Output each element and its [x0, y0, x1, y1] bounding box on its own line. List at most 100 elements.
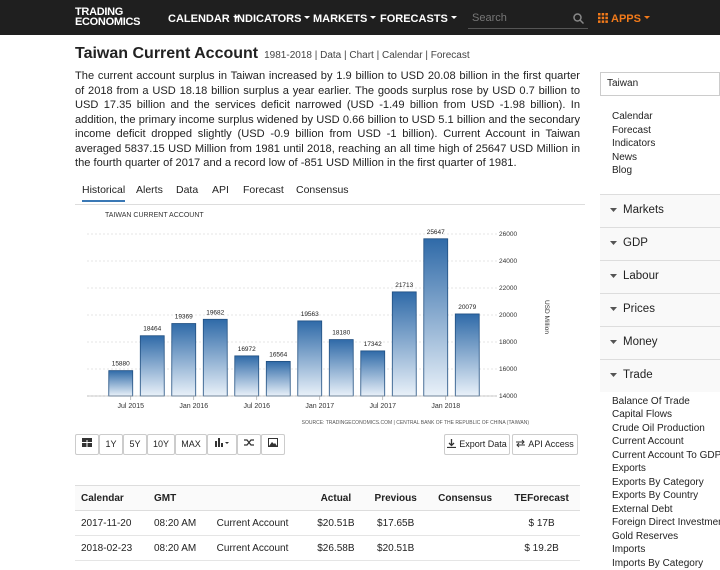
table-header-cell: Calendar: [75, 486, 148, 511]
trade-link[interactable]: External Debt: [612, 503, 720, 517]
sidebar-link[interactable]: Forecast: [612, 124, 720, 138]
range-button[interactable]: MAX: [175, 434, 207, 455]
menu-item[interactable]: INDICATORS: [234, 13, 311, 25]
menu-item[interactable]: CALENDAR: [168, 13, 240, 25]
x-tick-label: Jan 2016: [179, 403, 208, 410]
search-box[interactable]: Search: [468, 9, 588, 29]
x-tick-label: Jan 2018: [431, 403, 460, 410]
trade-link[interactable]: Current Account: [612, 435, 720, 449]
sidebar-section[interactable]: Money: [600, 326, 720, 359]
bar: [455, 314, 479, 396]
tab[interactable]: API: [212, 184, 229, 196]
sidebar-link[interactable]: News: [612, 151, 720, 165]
search-placeholder: Search: [472, 12, 507, 24]
range-button[interactable]: 10Y: [147, 434, 175, 455]
sidebar-section[interactable]: Trade: [600, 359, 720, 392]
bar: [235, 356, 259, 396]
trade-link[interactable]: Exports By Country: [612, 489, 720, 503]
y-tick-label: 20000: [499, 312, 517, 319]
caret-shape: [644, 16, 650, 19]
trade-link[interactable]: Current Account To GDP: [612, 449, 720, 463]
sidebar-section[interactable]: GDP: [600, 227, 720, 260]
table-cell: 08:20 AM: [148, 536, 211, 561]
trade-link[interactable]: Gold Reserves: [612, 530, 720, 544]
tab[interactable]: Data: [176, 184, 198, 196]
y-tick-label: 24000: [499, 258, 517, 265]
table-button[interactable]: [75, 434, 99, 455]
search-icon: [573, 13, 584, 24]
table-cell: $26.58B: [307, 536, 364, 561]
tab[interactable]: Consensus: [296, 184, 349, 196]
api-button[interactable]: API Access: [512, 434, 578, 455]
compare-button[interactable]: [237, 434, 261, 455]
caret: [610, 307, 617, 312]
caret: [610, 340, 617, 345]
trade-link[interactable]: Exports: [612, 462, 720, 476]
table-cell: 2017-11-20: [75, 511, 148, 536]
section-label: Trade: [623, 369, 653, 381]
y-tick-label: 16000: [499, 366, 517, 373]
bar: [424, 239, 448, 396]
section-label: Labour: [623, 270, 659, 282]
table-header-cell: [211, 486, 308, 511]
table-cell: $ 17B: [503, 511, 580, 536]
y-tick-label: 22000: [499, 285, 517, 292]
range-button[interactable]: 1Y: [99, 434, 123, 455]
shuffle-icon: [244, 438, 254, 447]
bar: [203, 319, 227, 396]
tab[interactable]: Alerts: [136, 184, 163, 196]
tab[interactable]: Forecast: [243, 184, 284, 196]
table-cell: $20.51B: [307, 511, 364, 536]
sidebar-link[interactable]: Blog: [612, 164, 720, 178]
data-label: 15880: [112, 361, 130, 368]
sidebar-link[interactable]: Indicators: [612, 137, 720, 151]
apps-menu[interactable]: APPS: [598, 13, 651, 25]
description: The current account surplus in Taiwan in…: [75, 69, 580, 171]
sidebar-section[interactable]: Labour: [600, 260, 720, 293]
table-cell: $ 19.2B: [503, 536, 580, 561]
data-label: 21713: [395, 282, 413, 289]
data-label: 17342: [364, 341, 382, 348]
sidebar-section[interactable]: Prices: [600, 293, 720, 326]
caret: [610, 274, 617, 279]
trade-link[interactable]: Balance Of Trade: [612, 395, 720, 409]
table-icon: [82, 438, 92, 447]
menu-item[interactable]: FORECASTS: [380, 13, 458, 25]
api-label: API Access: [528, 439, 574, 449]
menu-item[interactable]: MARKETS: [313, 13, 377, 25]
caret: [450, 15, 458, 21]
x-tick-label: Jan 2017: [305, 403, 334, 410]
bar: [172, 324, 196, 396]
data-label: 25647: [427, 229, 445, 236]
sidebar-link[interactable]: Calendar: [612, 110, 720, 124]
country-box[interactable]: Taiwan: [600, 72, 720, 96]
x-tick-label: Jul 2016: [244, 403, 271, 410]
data-label: 18180: [332, 330, 350, 337]
trade-link[interactable]: Crude Oil Production: [612, 422, 720, 436]
export-button[interactable]: Export Data: [444, 434, 510, 455]
range-button[interactable]: 5Y: [123, 434, 147, 455]
caret-shape: [610, 208, 617, 212]
trade-link[interactable]: Exports By Category: [612, 476, 720, 490]
tab[interactable]: Historical: [82, 184, 125, 202]
title-links[interactable]: 1981-2018 | Data | Chart | Calendar | Fo…: [264, 50, 470, 61]
trade-link[interactable]: Capital Flows: [612, 408, 720, 422]
tabs: Historical Alerts Data API Forecast Cons…: [75, 178, 585, 205]
trade-link[interactable]: Foreign Direct Investment: [612, 516, 720, 530]
bars-icon: [215, 438, 229, 447]
table-cell: Current Account: [211, 536, 308, 561]
trade-link[interactable]: Imports By Category: [612, 557, 720, 570]
trade-link[interactable]: Imports: [612, 543, 720, 557]
bar: [329, 340, 353, 396]
sidebar-section[interactable]: Markets: [600, 194, 720, 227]
image-button[interactable]: [261, 434, 285, 455]
table-header-cell: Previous: [364, 486, 427, 511]
chart-type-button[interactable]: [207, 434, 237, 455]
